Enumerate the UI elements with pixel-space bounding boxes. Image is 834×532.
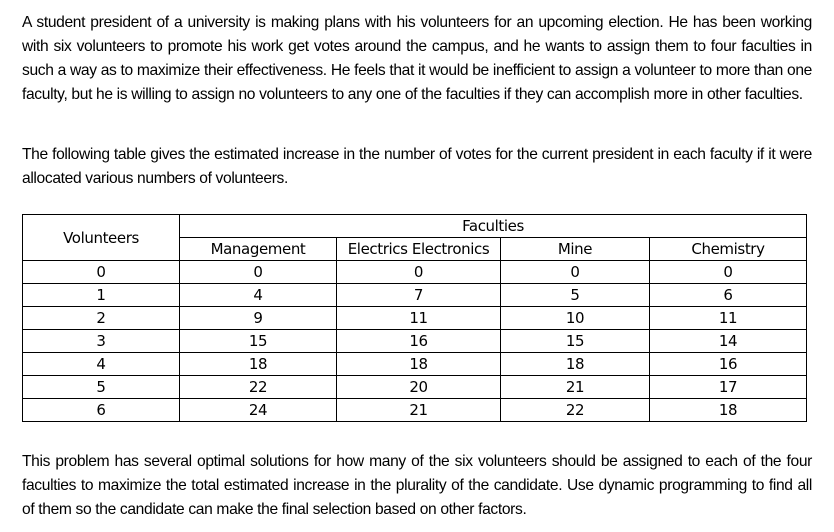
volunteers-header: Volunteers bbox=[22, 214, 180, 261]
volunteers-cell: 4 bbox=[22, 352, 180, 376]
value-cell: 21 bbox=[336, 398, 501, 422]
volunteers-cell: 5 bbox=[22, 375, 180, 399]
value-cell: 15 bbox=[179, 329, 337, 353]
value-cell: 0 bbox=[336, 260, 501, 284]
faculties-header: Faculties bbox=[179, 214, 807, 238]
col-header-electrics: Electrics Electronics bbox=[336, 237, 501, 261]
volunteers-cell: 6 bbox=[22, 398, 180, 422]
value-cell: 16 bbox=[336, 329, 501, 353]
value-cell: 7 bbox=[336, 283, 501, 307]
value-cell: 0 bbox=[649, 260, 807, 284]
table-row: 6 24 21 22 18 bbox=[22, 398, 807, 422]
table-row: 2 9 11 10 11 bbox=[22, 306, 807, 330]
volunteers-cell: 0 bbox=[22, 260, 180, 284]
question-paragraph: This problem has several optimal solutio… bbox=[22, 453, 812, 518]
table-intro-paragraph: The following table gives the estimated … bbox=[22, 146, 812, 187]
table-row: 5 22 20 21 17 bbox=[22, 375, 807, 399]
value-cell: 22 bbox=[179, 375, 337, 399]
volunteers-cell: 1 bbox=[22, 283, 180, 307]
value-cell: 6 bbox=[649, 283, 807, 307]
votes-table: Volunteers Faculties Management Electric… bbox=[22, 214, 807, 422]
value-cell: 18 bbox=[336, 352, 501, 376]
value-cell: 21 bbox=[500, 375, 650, 399]
value-cell: 11 bbox=[336, 306, 501, 330]
value-cell: 15 bbox=[500, 329, 650, 353]
table-row: 0 0 0 0 0 bbox=[22, 260, 807, 284]
table-row: 1 4 7 5 6 bbox=[22, 283, 807, 307]
table-row: 3 15 16 15 14 bbox=[22, 329, 807, 353]
value-cell: 22 bbox=[500, 398, 650, 422]
value-cell: 20 bbox=[336, 375, 501, 399]
intro-paragraph: A student president of a university is m… bbox=[22, 14, 812, 103]
value-cell: 14 bbox=[649, 329, 807, 353]
value-cell: 18 bbox=[500, 352, 650, 376]
col-header-chemistry: Chemistry bbox=[649, 237, 807, 261]
col-header-mine: Mine bbox=[500, 237, 650, 261]
value-cell: 5 bbox=[500, 283, 650, 307]
value-cell: 0 bbox=[500, 260, 650, 284]
value-cell: 11 bbox=[649, 306, 807, 330]
value-cell: 18 bbox=[649, 398, 807, 422]
table-subheader-row: Management Electrics Electronics Mine Ch… bbox=[23, 237, 807, 261]
value-cell: 9 bbox=[179, 306, 337, 330]
table-row: 4 18 18 18 16 bbox=[22, 352, 807, 376]
value-cell: 18 bbox=[179, 352, 337, 376]
value-cell: 24 bbox=[179, 398, 337, 422]
value-cell: 0 bbox=[179, 260, 337, 284]
col-header-management: Management bbox=[179, 237, 337, 261]
value-cell: 10 bbox=[500, 306, 650, 330]
value-cell: 17 bbox=[649, 375, 807, 399]
volunteers-cell: 2 bbox=[22, 306, 180, 330]
value-cell: 4 bbox=[179, 283, 337, 307]
value-cell: 16 bbox=[649, 352, 807, 376]
volunteers-cell: 3 bbox=[22, 329, 180, 353]
table-header-row: Volunteers Faculties bbox=[22, 214, 807, 261]
